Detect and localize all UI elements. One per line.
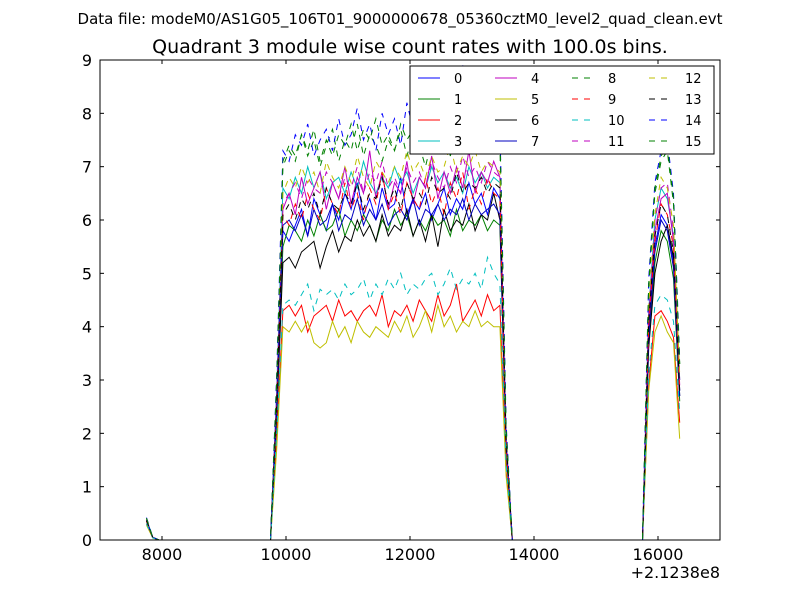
legend-label: 3 bbox=[454, 135, 462, 150]
series-line-12 bbox=[146, 143, 681, 540]
series-line-1 bbox=[146, 207, 681, 540]
legend-label: 5 bbox=[531, 93, 539, 108]
series-line-5 bbox=[146, 303, 681, 540]
x-axis: 8000 10000 12000 14000 16000 bbox=[142, 60, 684, 564]
x-tick-label: 8000 bbox=[142, 545, 183, 564]
y-tick-label: 4 bbox=[82, 318, 92, 337]
legend-label: 1 bbox=[454, 93, 462, 108]
x-tick-label: 12000 bbox=[385, 545, 436, 564]
legend-label: 7 bbox=[531, 135, 539, 150]
series-line-7 bbox=[146, 196, 681, 540]
y-tick-label: 0 bbox=[82, 531, 92, 550]
y-tick-label: 7 bbox=[82, 158, 92, 177]
legend-frame bbox=[409, 65, 715, 155]
y-tick-label: 3 bbox=[82, 371, 92, 390]
x-axis-offset-label: +2.1238e8 bbox=[631, 563, 720, 582]
series-line-2 bbox=[146, 283, 681, 540]
x-tick-label: 14000 bbox=[509, 545, 560, 564]
series-line-4 bbox=[146, 150, 681, 540]
x-tick-label: 16000 bbox=[633, 545, 684, 564]
series-layer bbox=[146, 65, 681, 540]
x-tick-label: 10000 bbox=[261, 545, 312, 564]
series-line-10 bbox=[146, 255, 681, 540]
series-line-6 bbox=[146, 193, 681, 540]
legend-label: 13 bbox=[685, 93, 702, 108]
legend-label: 4 bbox=[531, 72, 539, 87]
series-line-11 bbox=[146, 154, 681, 540]
legend-label: 11 bbox=[608, 135, 625, 150]
series-line-3 bbox=[146, 159, 681, 540]
legend-label: 12 bbox=[685, 72, 702, 87]
y-tick-label: 1 bbox=[82, 478, 92, 497]
legend-label: 6 bbox=[531, 114, 539, 129]
y-tick-label: 8 bbox=[82, 104, 92, 123]
y-tick-label: 6 bbox=[82, 211, 92, 230]
series-line-9 bbox=[146, 171, 681, 540]
legend-label: 10 bbox=[608, 114, 625, 129]
legend-label: 0 bbox=[454, 72, 462, 87]
legend-label: 2 bbox=[454, 114, 462, 129]
y-tick-label: 2 bbox=[82, 424, 92, 443]
legend-label: 8 bbox=[608, 72, 616, 87]
legend-label: 15 bbox=[685, 135, 702, 150]
legend-label: 14 bbox=[685, 114, 702, 129]
chart-suptitle: Data file: modeM0/AS1G05_106T01_90000006… bbox=[78, 10, 723, 29]
series-line-13 bbox=[146, 170, 681, 540]
chart-title: Quadrant 3 module wise count rates with … bbox=[152, 36, 668, 58]
legend-label: 9 bbox=[608, 93, 616, 108]
y-tick-label: 5 bbox=[82, 264, 92, 283]
series-line-0 bbox=[146, 177, 681, 540]
y-tick-label: 9 bbox=[82, 51, 92, 70]
series-line-15 bbox=[146, 106, 681, 540]
